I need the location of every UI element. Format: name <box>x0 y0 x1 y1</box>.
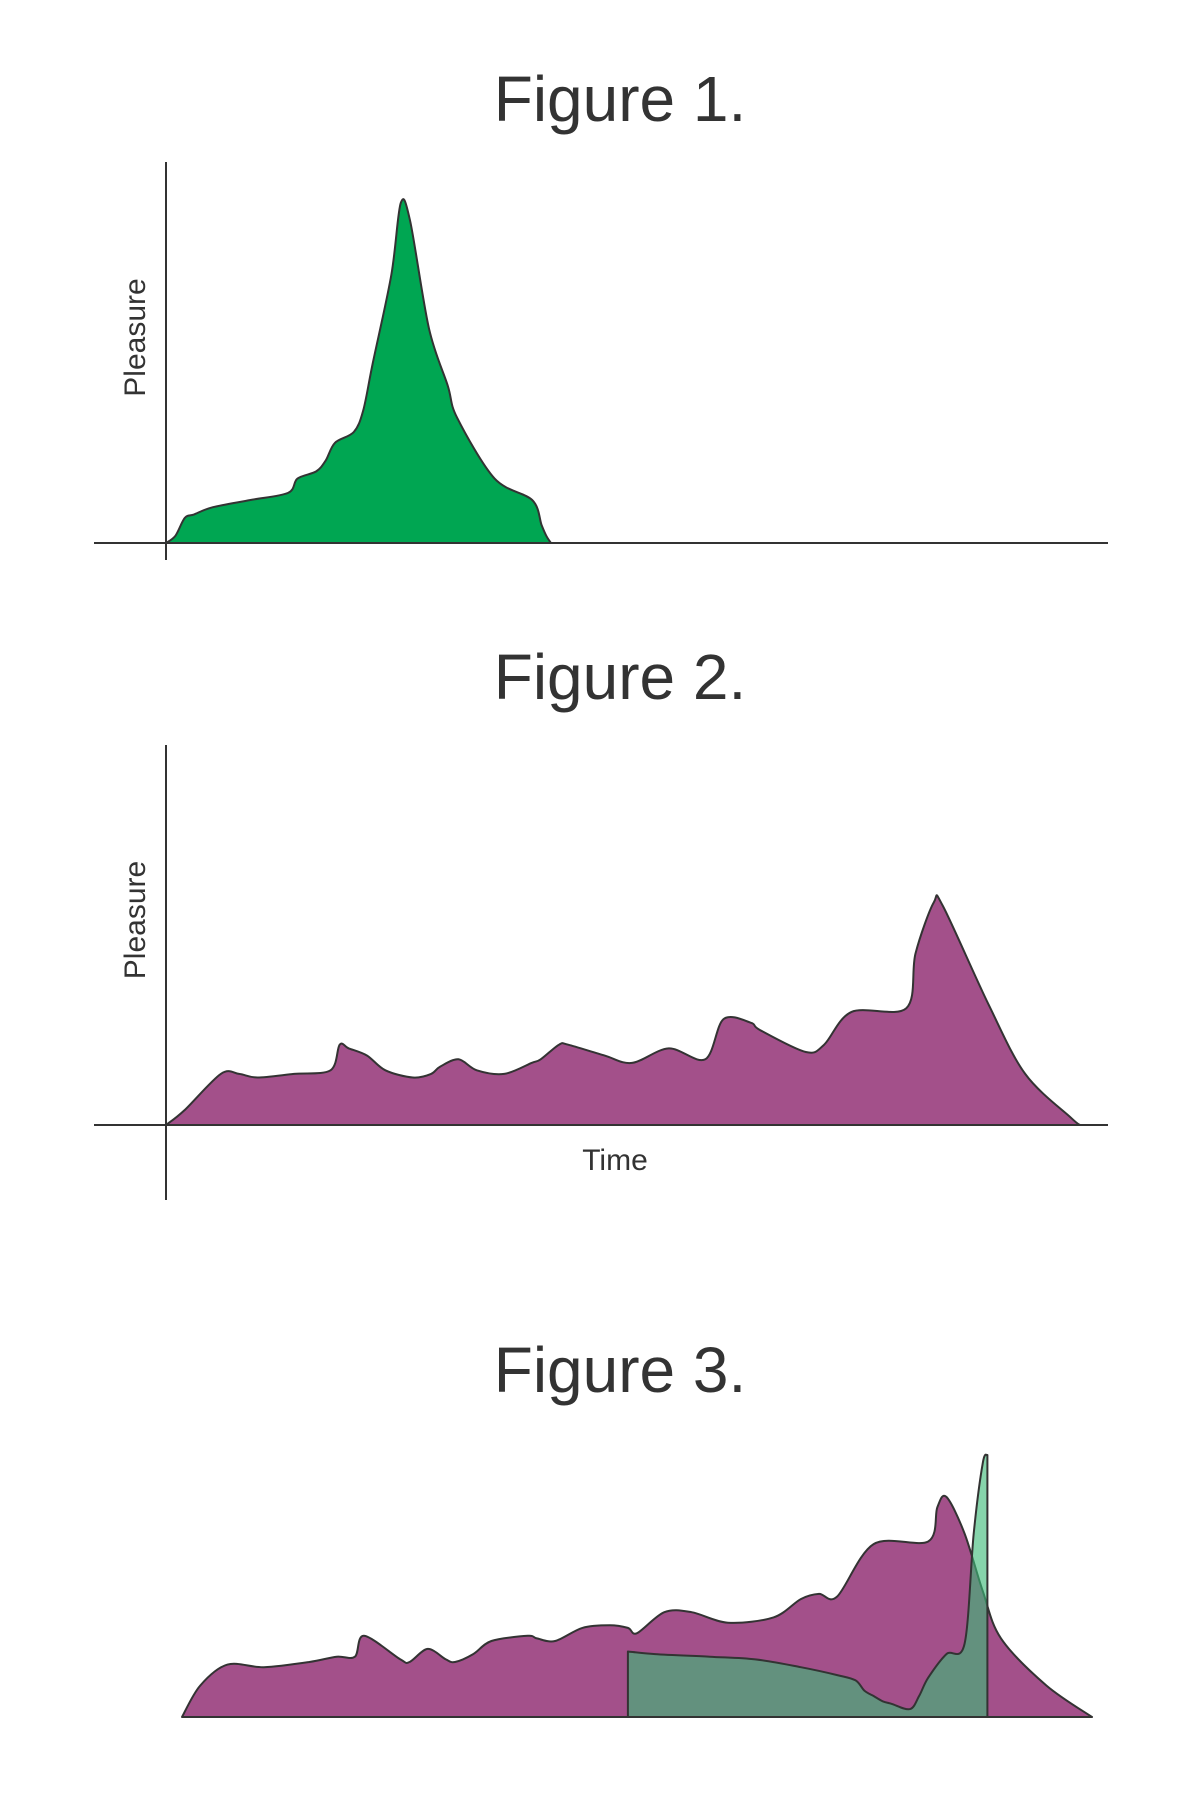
figure-2-chart: Time Pleasure <box>94 745 1108 1200</box>
series-1-area <box>165 894 1081 1126</box>
y-axis-label: Pleasure <box>119 861 152 979</box>
figure-3-chart <box>181 1453 1093 1718</box>
figure-3-title: Figure 3. <box>493 1334 747 1406</box>
series-2-area <box>626 1453 989 1718</box>
figure-1-title: Figure 1. <box>493 63 747 135</box>
series-1-area <box>165 198 552 544</box>
series-1-area <box>181 1494 1093 1718</box>
y-axis-label: Pleasure <box>119 278 152 396</box>
figure-2-title: Figure 2. <box>493 641 747 713</box>
x-axis-label: Time <box>582 1144 648 1177</box>
figure-2-panel: Figure 2. Time Pleasure <box>0 560 1200 1200</box>
figure-3-panel: Figure 3. <box>0 1200 1200 1800</box>
